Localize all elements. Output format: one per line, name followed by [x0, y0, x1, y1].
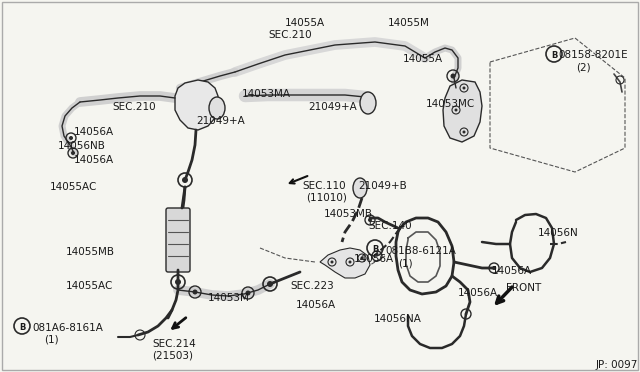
Text: JP: 0097: JP: 0097 [596, 360, 638, 370]
Text: 14056N: 14056N [538, 228, 579, 238]
Text: 14056A: 14056A [296, 300, 336, 310]
Circle shape [175, 279, 181, 285]
Circle shape [463, 131, 465, 134]
Circle shape [360, 257, 364, 260]
Circle shape [246, 291, 250, 295]
Text: (1): (1) [44, 335, 59, 345]
Polygon shape [443, 80, 482, 142]
Text: 14056A: 14056A [458, 288, 498, 298]
Text: 14055MB: 14055MB [66, 247, 115, 257]
Text: SEC.140: SEC.140 [368, 221, 412, 231]
Polygon shape [175, 80, 218, 130]
Text: 21049+B: 21049+B [358, 181, 407, 191]
Text: 14055A: 14055A [285, 18, 325, 28]
Circle shape [349, 260, 351, 263]
Ellipse shape [360, 92, 376, 114]
Circle shape [71, 151, 75, 155]
Text: 081B8-6121A: 081B8-6121A [385, 246, 456, 256]
Text: 08158-8201E: 08158-8201E [558, 50, 628, 60]
Text: 21049+A: 21049+A [196, 116, 244, 126]
Ellipse shape [209, 97, 225, 119]
Ellipse shape [353, 178, 367, 198]
Text: 14056A: 14056A [74, 127, 114, 137]
Text: 14056NA: 14056NA [374, 314, 422, 324]
Text: 21049+A: 21049+A [308, 102, 356, 112]
Text: SEC.110: SEC.110 [302, 181, 346, 191]
Text: 081A6-8161A: 081A6-8161A [32, 323, 103, 333]
Text: (11010): (11010) [306, 193, 347, 203]
Text: 14055A: 14055A [403, 54, 443, 64]
Circle shape [451, 74, 456, 78]
Text: (1): (1) [398, 258, 413, 268]
Text: FRONT: FRONT [506, 283, 541, 293]
Text: SEC.214: SEC.214 [152, 339, 196, 349]
Circle shape [69, 136, 73, 140]
Circle shape [463, 87, 465, 90]
Text: 14053MB: 14053MB [324, 209, 373, 219]
Text: (21503): (21503) [152, 350, 193, 360]
Text: B: B [551, 51, 557, 60]
Text: 14055AC: 14055AC [50, 182, 97, 192]
Text: B: B [19, 323, 25, 331]
Text: 14053MA: 14053MA [242, 89, 291, 99]
Text: SEC.223: SEC.223 [290, 281, 333, 291]
Circle shape [368, 218, 372, 222]
Circle shape [193, 289, 198, 295]
Text: 14056A: 14056A [354, 254, 394, 264]
Polygon shape [320, 248, 370, 278]
Text: 14056A: 14056A [492, 266, 532, 276]
Circle shape [330, 260, 333, 263]
Text: SEC.210: SEC.210 [268, 30, 312, 40]
Circle shape [182, 177, 188, 183]
Circle shape [454, 109, 458, 112]
Text: 14055AC: 14055AC [66, 281, 113, 291]
Text: 14056A: 14056A [74, 155, 114, 165]
Text: SEC.210: SEC.210 [112, 102, 156, 112]
Circle shape [267, 281, 273, 287]
Circle shape [492, 266, 496, 270]
Text: B: B [372, 244, 378, 253]
FancyBboxPatch shape [166, 208, 190, 272]
Text: (2): (2) [576, 62, 591, 72]
Text: 14056NB: 14056NB [58, 141, 106, 151]
Text: 14055M: 14055M [388, 18, 430, 28]
Text: 14053MC: 14053MC [426, 99, 476, 109]
Text: 14053M: 14053M [208, 293, 250, 303]
